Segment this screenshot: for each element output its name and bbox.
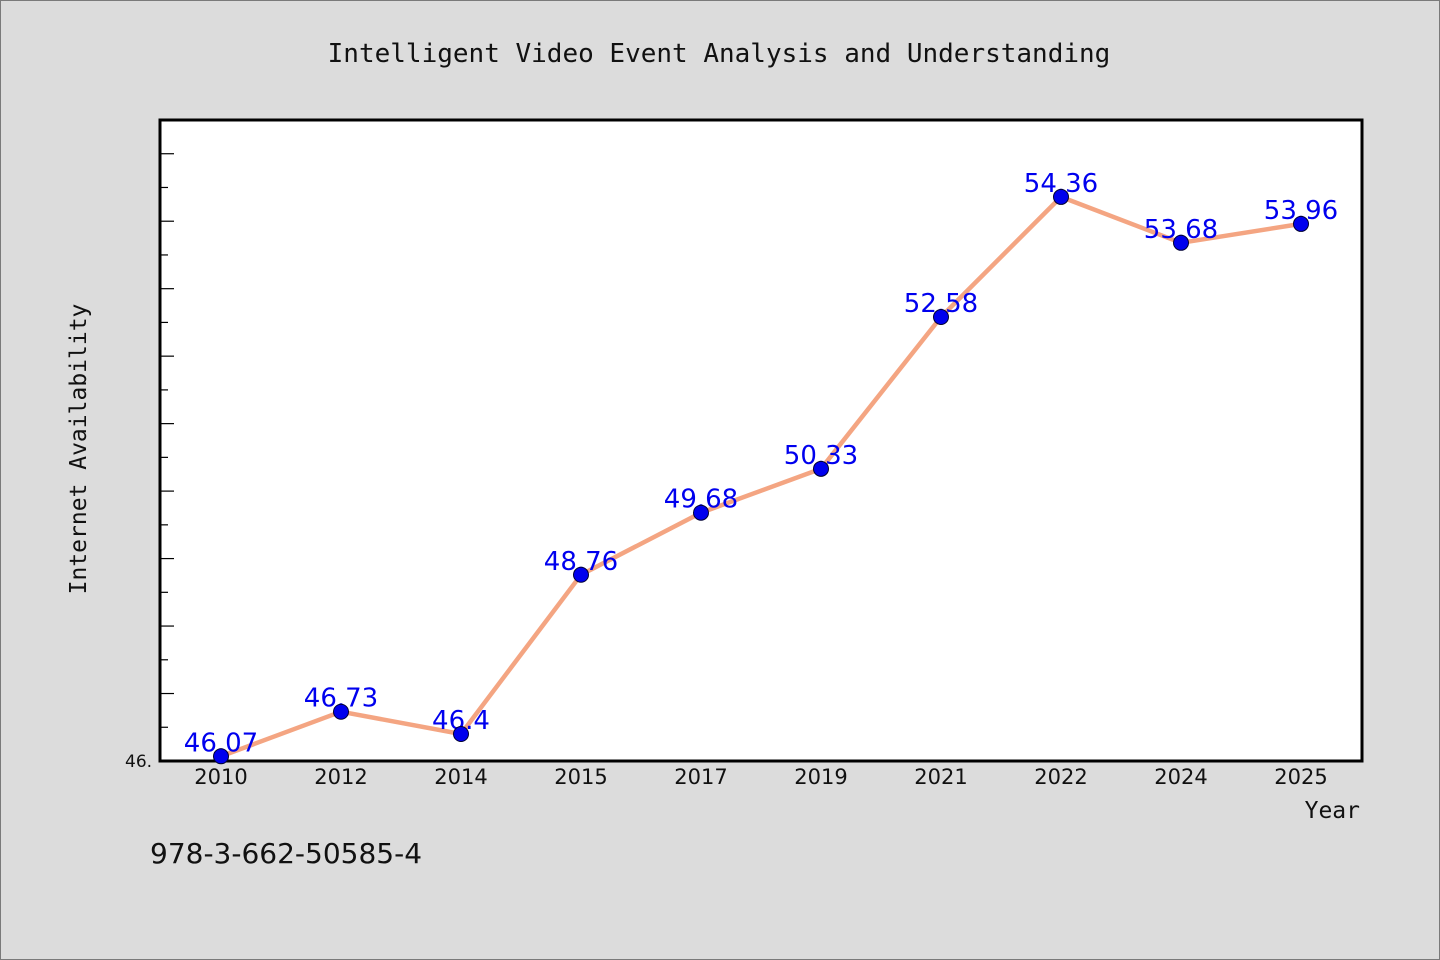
data-point [453, 726, 469, 743]
x-tick-label: 2010 [194, 765, 247, 789]
y-tick-label: 46. [125, 752, 152, 772]
chart-title: Intelligent Video Event Analysis and Und… [328, 39, 1111, 69]
x-tick-label: 2015 [554, 765, 607, 789]
y-axis-ticks [160, 119, 174, 762]
data-point [933, 309, 949, 326]
x-tick-label: 2014 [434, 765, 487, 789]
data-point [573, 566, 589, 583]
x-tick-label: 2024 [1154, 765, 1207, 789]
data-point [213, 748, 229, 765]
x-tick-label: 2025 [1274, 765, 1327, 789]
x-tick-label: 2022 [1034, 765, 1087, 789]
x-tick-labels: 2010 2012 2014 2015 2017 2019 2021 2022 2024 2025 [194, 765, 1327, 789]
x-tick-label: 2012 [314, 765, 367, 789]
series-line [220, 194, 1302, 759]
data-point [1293, 215, 1309, 232]
isbn-text: 978-3-662-50585-4 [150, 837, 422, 870]
data-point [693, 504, 709, 521]
y-axis-label: Internet Availability [66, 304, 92, 595]
plot-area [158, 118, 1364, 763]
x-tick-label: 2017 [674, 765, 727, 789]
series-line-group: 46.0746.7346.448.7649.6850.3352.5854.365… [184, 169, 1338, 765]
data-point [333, 703, 349, 720]
x-tick-label: 2019 [794, 765, 847, 789]
data-point [813, 460, 829, 477]
data-point [1173, 234, 1189, 251]
x-axis-label: Year [1305, 798, 1360, 824]
x-tick-label: 2021 [914, 765, 967, 789]
data-point [1053, 188, 1069, 205]
